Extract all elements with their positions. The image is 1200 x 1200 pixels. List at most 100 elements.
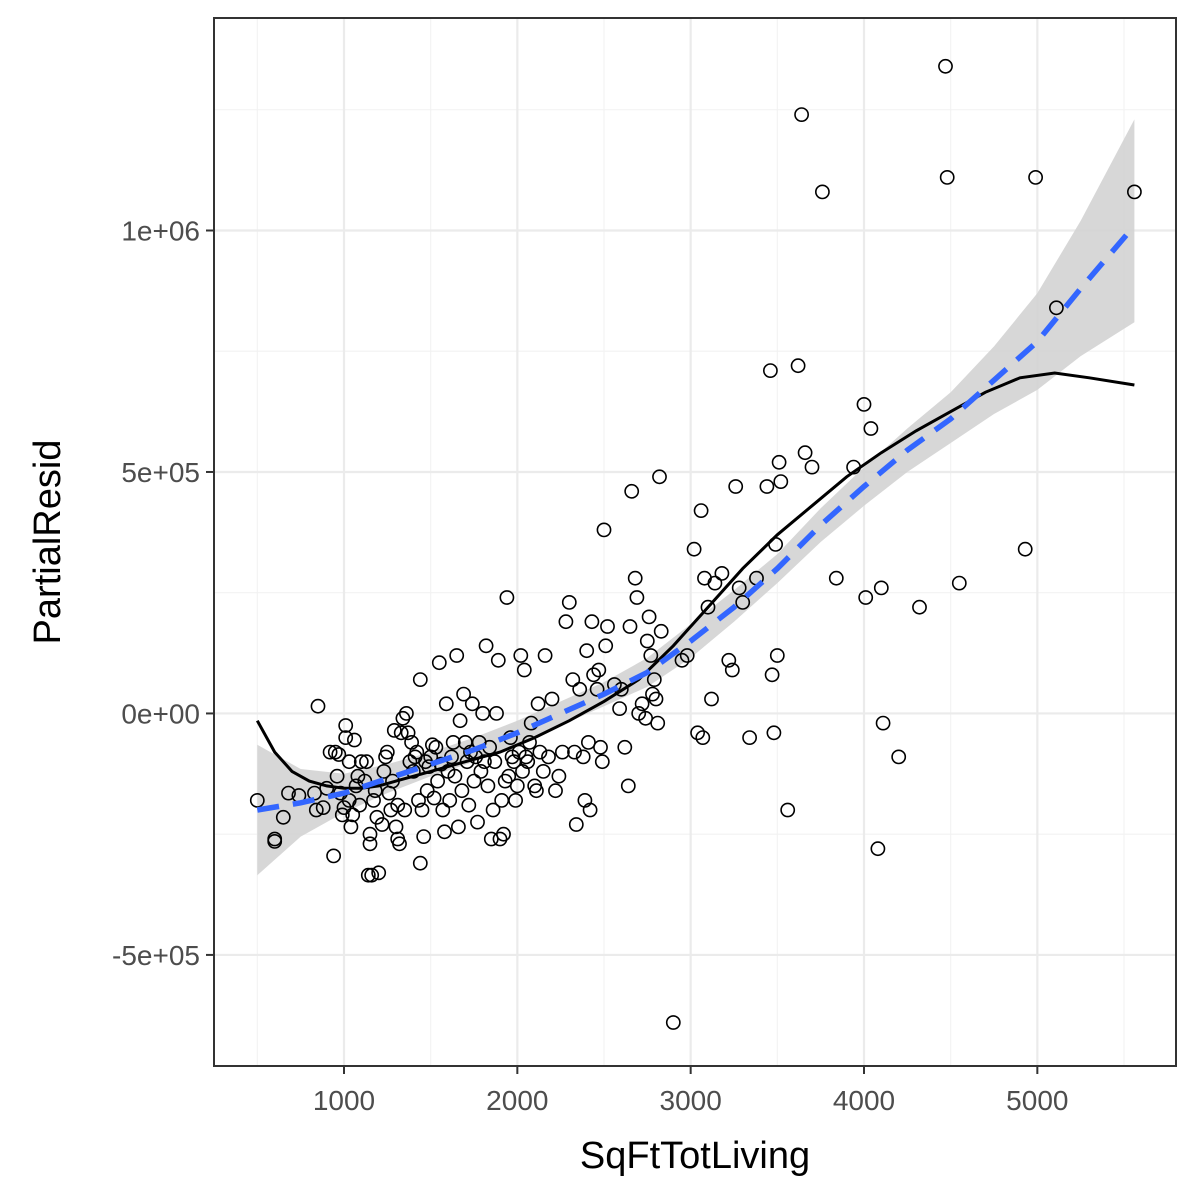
data-point-183: [679, 648, 695, 663]
data-point-201: [763, 363, 778, 378]
data-point-65: [414, 802, 430, 818]
data-point-64: [412, 672, 428, 687]
data-point-109: [490, 652, 506, 668]
data-point-212: [804, 459, 820, 475]
residual-points: [249, 58, 1142, 1030]
data-point-137: [548, 783, 563, 799]
data-point-225: [939, 169, 955, 185]
data-point-103: [480, 778, 496, 794]
x-tick-label-4: 5000: [1006, 1085, 1068, 1116]
data-point-124: [516, 662, 532, 678]
data-point-12: [326, 848, 341, 864]
data-point-79: [438, 696, 454, 712]
y-tick-label-1: 0e+00: [121, 698, 200, 729]
data-point-227: [1017, 541, 1033, 557]
data-point-168: [629, 590, 645, 605]
data-point-28: [352, 797, 367, 813]
data-point-223: [912, 599, 927, 615]
data-point-194: [724, 662, 740, 678]
data-point-19: [338, 718, 354, 733]
data-point-95: [466, 773, 482, 789]
data-point-74: [430, 773, 445, 789]
data-point-56: [400, 725, 416, 741]
data-point-159: [600, 619, 615, 634]
plot-border: [213, 17, 1177, 1067]
data-point-83: [445, 735, 461, 750]
data-point-180: [653, 623, 669, 639]
data-point-195: [728, 479, 744, 494]
data-point-218: [863, 421, 879, 436]
data-point-31: [359, 754, 374, 770]
data-point-161: [612, 701, 627, 716]
data-point-92: [461, 797, 477, 813]
data-point-29: [353, 754, 369, 770]
data-point-203: [766, 725, 782, 741]
data-point-166: [624, 483, 640, 499]
data-point-97: [470, 814, 485, 830]
data-point-181: [665, 1015, 681, 1030]
data-point-54: [397, 802, 413, 818]
data-point-192: [714, 566, 730, 581]
data-point-167: [627, 570, 643, 586]
data-point-196: [731, 580, 747, 596]
data-point-229: [1049, 300, 1064, 316]
data-point-210: [794, 107, 809, 122]
data-point-119: [508, 793, 523, 808]
data-point-220: [873, 580, 889, 596]
y-axis-title: PartialResid: [27, 440, 69, 645]
data-point-144: [568, 817, 584, 832]
data-point-99: [473, 764, 489, 779]
data-point-136: [544, 691, 560, 707]
y-tick-label-3: 1e+06: [121, 215, 200, 246]
data-point-15: [331, 747, 347, 762]
x-tick-label-0: 1000: [313, 1085, 375, 1116]
data-point-165: [622, 619, 638, 634]
data-point-93: [463, 744, 478, 760]
data-point-222: [891, 749, 907, 765]
data-point-177: [648, 691, 664, 707]
data-point-25: [346, 732, 362, 748]
data-point-182: [674, 652, 690, 668]
data-point-53: [395, 710, 411, 726]
data-point-205: [769, 648, 785, 663]
data-point-157: [596, 522, 612, 538]
data-point-71: [424, 737, 440, 753]
data-point-148: [579, 643, 595, 659]
data-point-186: [693, 503, 709, 518]
data-point-108: [489, 706, 504, 721]
data-point-198: [742, 730, 757, 745]
data-point-150: [582, 802, 598, 818]
data-point-135: [541, 749, 556, 765]
data-point-142: [565, 672, 581, 687]
data-point-21: [341, 754, 357, 770]
data-point-20: [338, 730, 354, 745]
data-point-158: [598, 638, 614, 654]
data-point-4: [281, 785, 296, 801]
data-point-173: [641, 609, 657, 625]
data-point-77: [435, 802, 451, 818]
data-point-189: [700, 599, 716, 615]
data-point-87: [452, 713, 468, 729]
data-point-190: [704, 691, 719, 707]
data-point-172: [639, 633, 655, 649]
data-point-24: [345, 807, 361, 823]
data-point-55: [398, 706, 414, 721]
data-point-185: [690, 725, 705, 741]
data-point-23: [343, 819, 359, 835]
data-point-228: [1028, 169, 1043, 185]
data-point-133: [535, 764, 551, 779]
data-point-216: [856, 396, 872, 412]
data-point-207: [773, 474, 789, 489]
data-point-86: [450, 819, 466, 835]
data-point-164: [620, 778, 636, 794]
data-point-145: [572, 681, 588, 697]
data-point-41: [376, 764, 392, 779]
x-axis-title: SqFtTotLiving: [580, 1135, 810, 1177]
data-point-132: [532, 744, 548, 760]
data-point-48: [388, 819, 404, 835]
data-point-61: [409, 744, 425, 760]
data-point-156: [594, 754, 610, 770]
data-point-175: [645, 686, 660, 702]
data-point-81: [442, 793, 458, 808]
